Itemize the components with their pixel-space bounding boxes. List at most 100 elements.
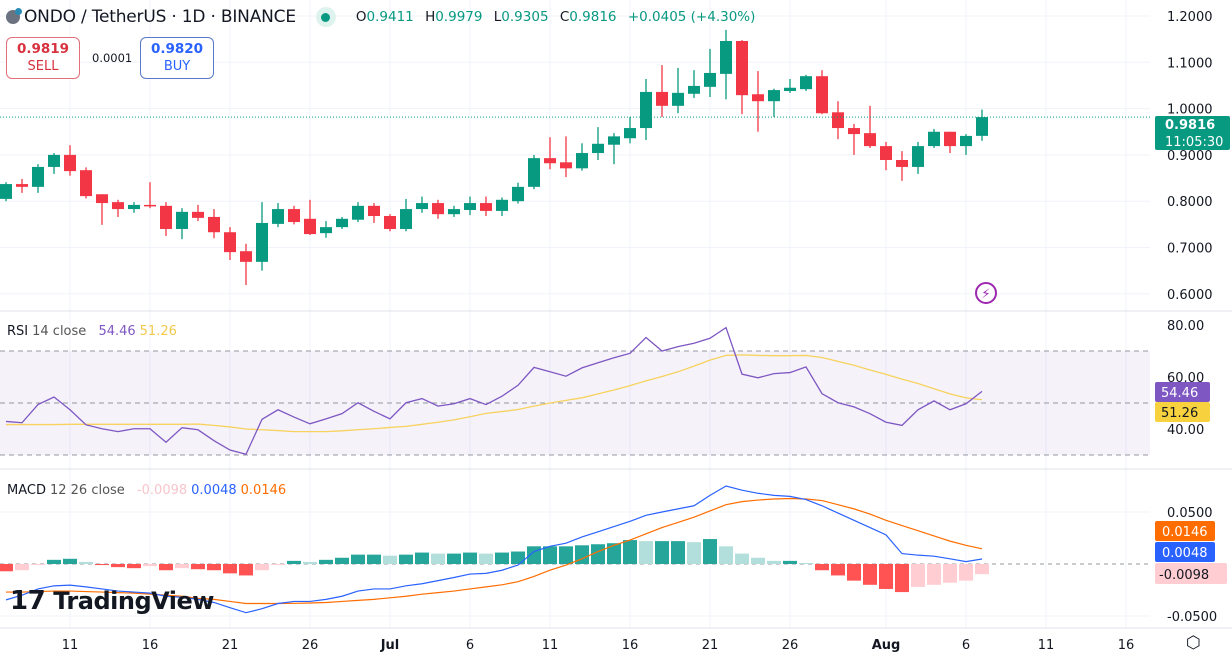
candle xyxy=(736,40,748,115)
candle-body xyxy=(112,202,124,210)
candle xyxy=(464,196,476,216)
macd-histogram-bar xyxy=(943,564,957,583)
current-price-badge xyxy=(1155,116,1230,150)
candle-body xyxy=(32,166,44,187)
price-tick-label: 0.7000 xyxy=(1167,242,1213,257)
candle-body xyxy=(704,72,716,87)
rsi-legend[interactable]: RSI 14 close 54.46 51.26 xyxy=(7,324,181,339)
ondo-logo-icon xyxy=(6,8,22,24)
candle xyxy=(960,134,972,155)
candle-body xyxy=(592,143,604,154)
candle xyxy=(480,196,492,217)
candle xyxy=(928,128,940,148)
candle xyxy=(752,71,764,132)
candle-body xyxy=(336,218,348,228)
time-tick-label: 26 xyxy=(302,638,319,653)
candle-body xyxy=(272,209,284,224)
macd-histogram-bar xyxy=(239,564,253,576)
macd-histogram-bar xyxy=(271,564,285,566)
sell-button[interactable]: 0.9819 SELL xyxy=(6,37,80,79)
candle xyxy=(640,78,652,141)
macd-histogram-bar xyxy=(543,546,557,564)
time-tick-label: 16 xyxy=(622,638,639,653)
buy-button[interactable]: 0.9820 BUY xyxy=(140,37,214,79)
candle-body xyxy=(256,222,268,262)
time-tick-label: Jul xyxy=(380,638,400,653)
price-tick-label: 1.1000 xyxy=(1167,56,1213,71)
rsi-line xyxy=(5,326,983,455)
macd-signal-line xyxy=(6,497,983,605)
macd-histogram-bar xyxy=(895,564,909,593)
macd-histogram-bar xyxy=(751,557,765,564)
macd-histogram-bar xyxy=(831,564,845,576)
macd-legend[interactable]: MACD 12 26 close -0.0098 0.0048 0.0146 xyxy=(7,483,290,498)
candle-body xyxy=(160,205,172,229)
candle-body xyxy=(368,205,380,217)
candle xyxy=(144,182,156,209)
macd-signal-value: 0.0146 xyxy=(240,483,287,498)
candle-body xyxy=(864,133,876,147)
rsi-params: 14 close xyxy=(32,324,87,339)
symbol-title[interactable]: ONDO / TetherUS · 1D · BINANCE xyxy=(24,7,296,27)
price-tick-label: 1.0000 xyxy=(1167,103,1213,118)
spread-value: 0.0001 xyxy=(92,51,133,65)
macd-histogram-bar xyxy=(335,557,349,564)
candle xyxy=(240,243,252,286)
chart-header: ONDO / TetherUS · 1D · BINANCE O0.9411 H… xyxy=(6,7,762,27)
candle-body xyxy=(240,251,252,262)
candle-body xyxy=(976,117,988,136)
macd-histogram-bar xyxy=(0,564,13,572)
macd-signal-badge xyxy=(1155,521,1215,541)
candle xyxy=(256,202,268,271)
candle xyxy=(608,133,620,165)
candle-body xyxy=(496,199,508,211)
candle-body xyxy=(480,203,492,211)
time-tick-label: Aug xyxy=(872,638,901,653)
lightning-icon[interactable]: ⚡ xyxy=(975,282,997,304)
candle-body xyxy=(640,91,652,129)
macd-histogram-bar xyxy=(815,564,829,571)
macd-histogram-bar xyxy=(159,564,173,571)
candle xyxy=(128,202,140,213)
macd-histogram-bar xyxy=(383,555,397,564)
macd-histogram-bar xyxy=(399,554,413,564)
candle-body xyxy=(784,87,796,92)
macd-hist-value: -0.0098 xyxy=(136,483,188,498)
candle-countdown-label: 11:05:30 xyxy=(1165,135,1223,150)
candle xyxy=(368,203,380,223)
candle xyxy=(176,208,188,240)
macd-histogram-bar xyxy=(143,564,157,567)
macd-histogram-bar xyxy=(575,545,589,564)
candle xyxy=(16,178,28,193)
macd-histogram-bar xyxy=(319,559,333,564)
rsi-tick-label: 40.00 xyxy=(1167,423,1204,438)
macd-histogram-bar xyxy=(927,564,941,585)
low-value: 0.9305 xyxy=(501,9,549,25)
high-value: 0.9979 xyxy=(435,9,483,25)
price-tick-label: 0.8000 xyxy=(1167,195,1213,210)
candle-body xyxy=(944,131,956,147)
macd-line-axis-label: 0.0048 xyxy=(1162,546,1208,561)
high-label: H xyxy=(425,9,436,25)
candle-body xyxy=(880,146,892,160)
price-tick-label: 0.9000 xyxy=(1167,149,1213,164)
macd-histogram-bar xyxy=(175,564,189,569)
candle-body xyxy=(912,146,924,167)
macd-line-value: 0.0048 xyxy=(191,483,237,498)
macd-histogram-bar xyxy=(95,564,109,566)
candle xyxy=(320,221,332,238)
gear-icon[interactable]: ⬡ xyxy=(1186,633,1201,653)
candle xyxy=(656,65,668,117)
candle-body xyxy=(16,184,28,187)
open-value: 0.9411 xyxy=(366,9,414,25)
candle-body xyxy=(464,203,476,210)
macd-params: 12 26 close xyxy=(49,483,125,498)
candle-body xyxy=(352,205,364,220)
candle-body xyxy=(560,162,572,169)
price-tick-label: 1.2000 xyxy=(1167,10,1213,25)
candle-body xyxy=(720,41,732,74)
tradingview-logo[interactable]: 17 TradingView xyxy=(10,586,214,616)
candle xyxy=(384,214,396,232)
time-tick-label: 11 xyxy=(1038,638,1055,653)
